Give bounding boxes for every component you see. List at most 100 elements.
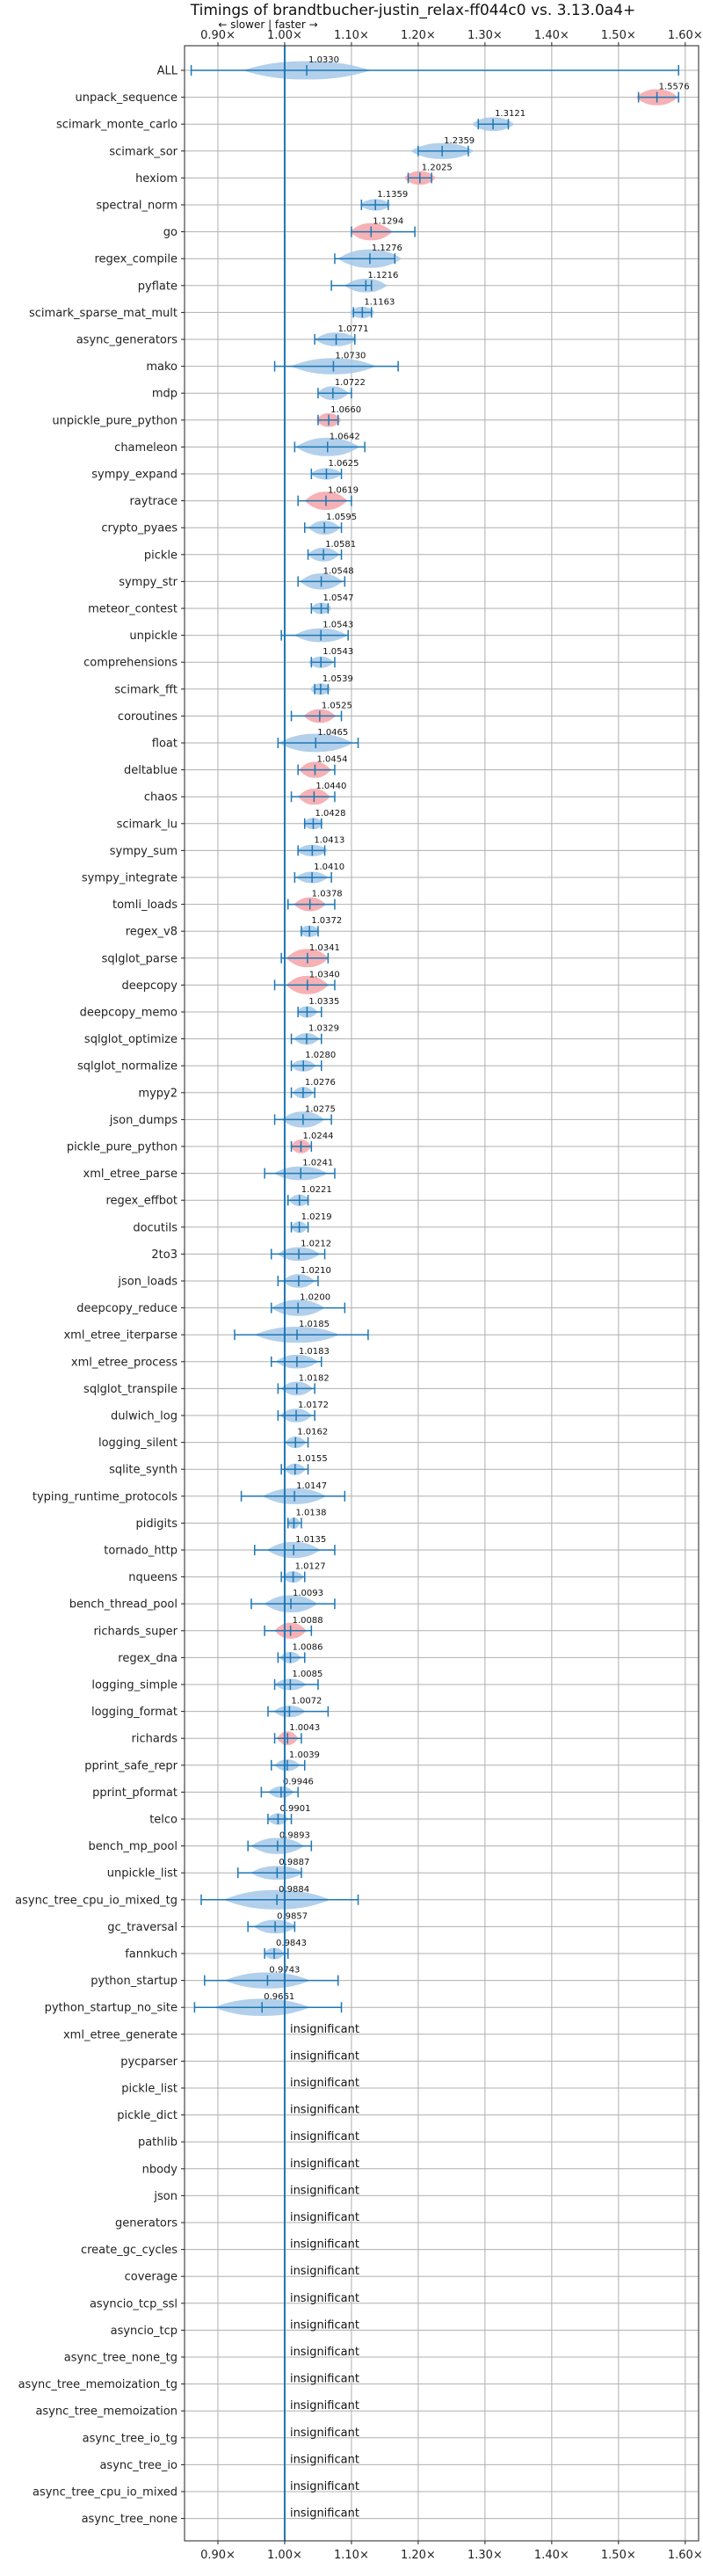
value-label: 1.0275 [305,1104,336,1114]
value-label: 1.1216 [367,271,398,280]
value-label: 1.0241 [302,1159,333,1168]
value-label: 1.1359 [377,190,408,200]
benchmark-label: bench_thread_pool [69,1598,178,1612]
benchmark-label: scimark_monte_carlo [56,119,178,132]
benchmark-label: scimark_fft [114,683,178,696]
x-axis-bottom-ticks: 0.90× 1.00× 1.10× 1.20× 1.30× 1.40× 1.50× 1.60× [200,2541,703,2562]
benchmark-label: hexiom [135,172,178,186]
benchmark-label: generators [115,2217,178,2230]
insignificant-label: insignificant [290,2265,359,2278]
benchmark-label: nqueens [128,1571,178,1584]
benchmark-label: regex_compile [94,253,178,266]
x-tick-label-top: 1.60× [668,29,703,42]
value-label: 0.9661 [264,1992,294,2002]
benchmark-label: sqlglot_parse [102,952,178,965]
benchmark-label: pickle_list [121,2083,178,2096]
value-label: 1.1276 [372,244,402,253]
x-tick-label-bottom: 1.10× [334,2549,369,2562]
benchmark-label: unpack_sequence [75,91,178,105]
insignificant-label: insignificant [290,2427,359,2440]
value-label: 1.0543 [323,647,353,657]
value-label: 1.0378 [312,890,343,899]
value-label: 1.0625 [328,459,359,469]
benchmark-label: richards [132,1733,178,1746]
benchmark-label: xml_etree_generate [63,2028,178,2041]
plot-frame [184,45,699,2542]
x-tick-label-bottom: 1.40× [534,2549,569,2562]
benchmark-label: sqlglot_normalize [77,1060,178,1073]
benchmark-label: async_tree_io [99,2459,178,2472]
value-label: 1.0335 [308,997,339,1007]
benchmark-label: xml_etree_iterparse [63,1329,178,1343]
benchmark-label: richards_super [93,1625,178,1638]
benchmark-label: async_tree_none [82,2513,178,2526]
benchmark-label: scimark_sor [109,145,178,158]
value-label: 1.0329 [308,1024,339,1034]
value-label: 0.9901 [279,1804,310,1814]
value-label: 1.0525 [322,701,352,710]
benchmark-label: json_dumps [109,1114,178,1127]
value-label: 1.0221 [301,1185,332,1195]
value-label: 1.0543 [323,621,353,630]
benchmark-label: crypto_pyaes [101,522,178,535]
value-label: 1.0410 [314,862,344,872]
insignificant-label: insignificant [290,2023,359,2036]
value-label: 1.0771 [338,324,369,334]
benchmark-label: tornado_http [104,1545,178,1558]
benchmark-label: asyncio_tcp_ssl [90,2297,178,2310]
value-label: 1.0244 [302,1132,333,1141]
value-label: 1.0280 [305,1051,336,1060]
benchmark-label: pickle [144,549,178,562]
x-tick-label-bottom: 1.30× [467,2549,503,2562]
value-label: 1.0547 [323,593,354,603]
benchmark-label: coverage [125,2271,178,2284]
value-label: 1.0093 [293,1589,323,1598]
value-label: 1.0581 [325,540,356,549]
x-tick-label-top: 1.20× [401,29,436,42]
insignificant-label: insignificant [290,2238,359,2252]
value-label: 1.0440 [315,782,346,791]
benchmark-label: nbody [142,2163,178,2176]
insignificant-label: insignificant [290,2211,359,2224]
value-label: 1.0465 [317,728,348,738]
benchmark-label: typing_runtime_protocols [33,1490,178,1503]
benchmark-label: ALL [157,65,178,78]
value-label: 1.3121 [495,109,525,119]
benchmark-label: python_startup [91,1975,178,1988]
x-tick-label-top: 1.50× [601,29,636,42]
benchmark-label: sympy_integrate [82,872,178,885]
benchmark-label: sympy_sum [110,845,178,858]
benchmark-label: sympy_expand [91,469,178,482]
benchmark-label: async_tree_io_tg [83,2432,178,2445]
benchmark-label: sqlite_synth [109,1464,178,1477]
value-label: 1.0454 [316,755,347,765]
benchmark-label: gc_traversal [107,1921,178,1934]
value-label: 1.0539 [323,674,353,684]
benchmark-label: asyncio_tcp [111,2325,178,2338]
benchmark-label: deepcopy_reduce [76,1302,178,1315]
x-tick-label-top: 1.30× [467,29,503,42]
benchmark-label: deepcopy_memo [80,1007,178,1020]
benchmark-label: dulwich_log [111,1410,178,1423]
value-label: 1.0341 [309,943,340,953]
value-label: 1.2359 [444,136,475,146]
rows-layer: ALL 1.0330 unpack_sequence 1.5576 scimark_mo… [15,46,690,2541]
insignificant-label: insignificant [290,2184,359,2197]
benchmark-label: pprint_pformat [92,1786,178,1800]
x-tick-label-bottom: 1.60× [668,2549,703,2562]
value-label: 1.0182 [299,1373,330,1383]
value-label: 1.0072 [291,1697,322,1706]
benchmark-label: scimark_lu [117,818,178,831]
insignificant-label: insignificant [290,2292,359,2305]
value-label: 1.0162 [297,1428,328,1437]
insignificant-label: insignificant [290,2480,359,2493]
value-label: 1.5576 [659,83,690,92]
benchmark-label: unpickle_pure_python [52,414,178,427]
x-tick-label-top: 1.40× [534,29,569,42]
benchmark-label: unpickle [129,629,178,643]
benchmark-label: spectral_norm [96,200,178,213]
x-axis-top-ticks: 0.90× 1.00× 1.10× 1.20× 1.30× 1.40× 1.50× 1.60× [200,29,703,46]
insignificant-label: insignificant [290,2346,359,2359]
x-tick-label-bottom: 1.20× [401,2549,436,2562]
